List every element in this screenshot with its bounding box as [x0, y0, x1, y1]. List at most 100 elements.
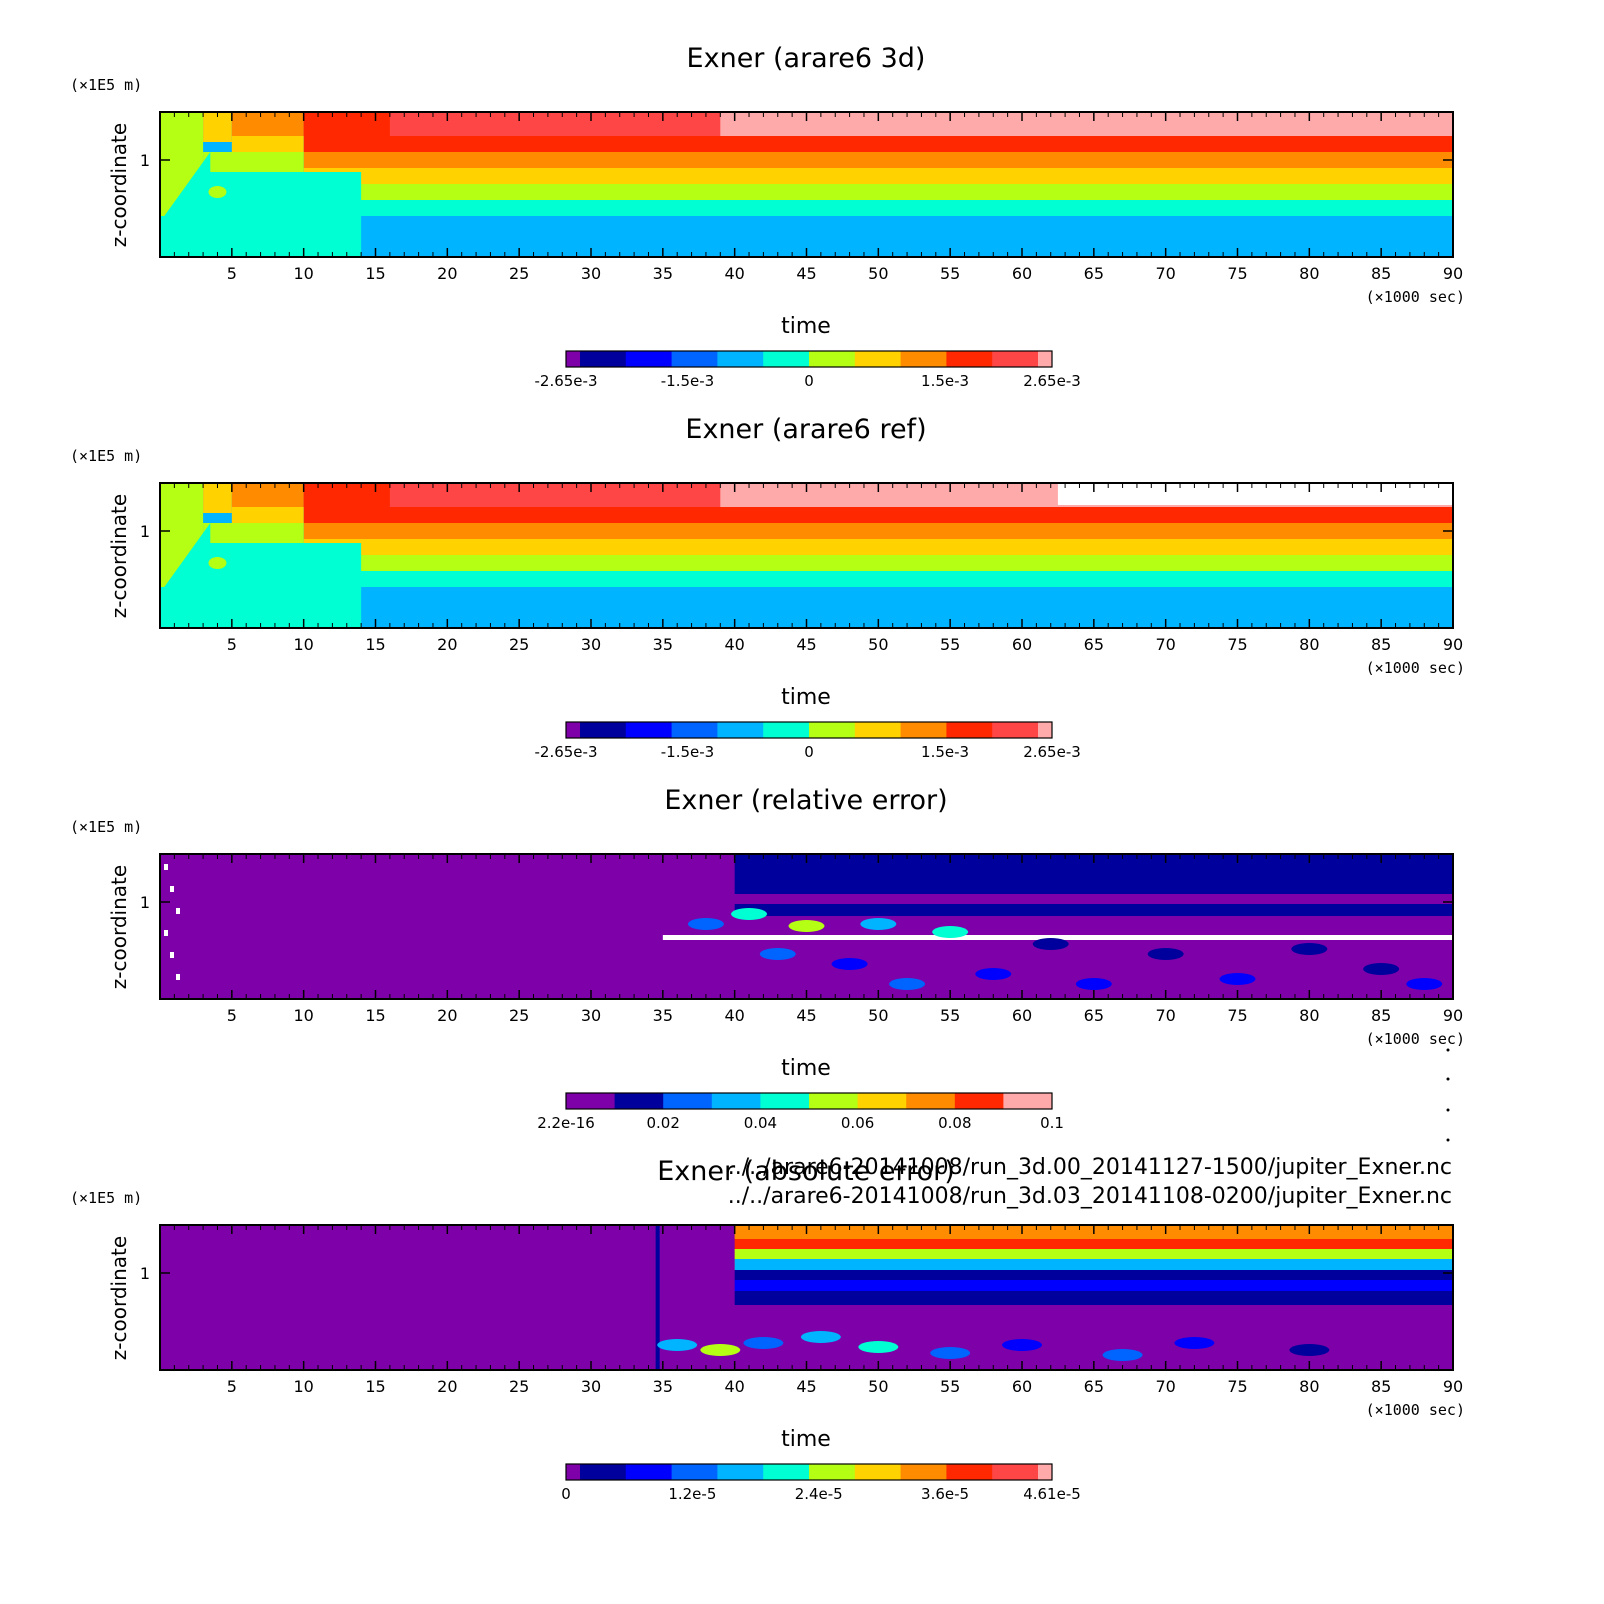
x-tick-label: 40 — [724, 635, 744, 654]
contour-band — [303, 200, 1454, 216]
colorbar-frame — [565, 1092, 1053, 1110]
x-tick-label: 50 — [868, 1006, 888, 1025]
y-axis-label: z-coordinate — [107, 1236, 131, 1360]
x-tick-label: 80 — [1299, 1377, 1319, 1396]
contour-blob — [208, 557, 227, 569]
x-axis-label: time — [781, 314, 831, 339]
x-ticks: 5 10 15 20 25 30 35 40 45 50 55 60 65 70 75 80 85 90 — [173, 483, 1463, 654]
x-tick-label: 55 — [940, 635, 960, 654]
contour-blob — [1406, 978, 1443, 990]
contour-speck — [170, 886, 174, 892]
heatmap-field — [160, 854, 1453, 999]
x-tick-label: 15 — [365, 635, 385, 654]
colorbar-frame — [565, 350, 1053, 368]
contour-band — [231, 483, 304, 507]
stray-dot — [1446, 1077, 1450, 1081]
y-axis-label: z-coordinate — [107, 865, 131, 989]
colorbar-label: 2.65e-3 — [1023, 372, 1081, 390]
x-tick-label: 80 — [1299, 1006, 1319, 1025]
contour-band — [734, 904, 1453, 916]
colorbar-swatch — [854, 351, 902, 367]
heatmap-field — [160, 1225, 1453, 1370]
colorbar: 2.2e-16 0.02 0.04 0.06 0.08 0.1 — [537, 1092, 1064, 1132]
contour-band — [231, 507, 304, 523]
x-tick-label: 5 — [227, 1377, 237, 1396]
x-tick-label: 75 — [1227, 635, 1247, 654]
contour-blob — [687, 918, 724, 930]
contour-blob — [889, 978, 926, 990]
x-tick-label: 80 — [1299, 635, 1319, 654]
x-tick-label: 5 — [227, 1006, 237, 1025]
contour-band — [734, 1280, 1453, 1291]
colorbar-frame — [565, 1463, 1053, 1481]
x-tick-label: 50 — [868, 635, 888, 654]
x-tick-label: 50 — [868, 1377, 888, 1396]
x-tick-label: 20 — [437, 1377, 457, 1396]
x-tick-label: 70 — [1155, 1006, 1175, 1025]
contour-blob — [788, 920, 825, 932]
contour-speck — [164, 930, 168, 936]
x-tick-label: 90 — [1443, 635, 1463, 654]
contour-blob — [1102, 1349, 1143, 1361]
contour-blob — [700, 1344, 741, 1356]
y-axis-label: z-coordinate — [107, 494, 131, 618]
x-tick-label: 5 — [227, 264, 237, 283]
colorbar-swatch — [614, 1093, 664, 1109]
colorbar-label: 1.5e-3 — [921, 372, 969, 390]
colorbar-label: 0 — [561, 1485, 571, 1503]
x-tick-label: 55 — [940, 264, 960, 283]
panel-title: Exner (relative error) — [664, 785, 947, 816]
contour-band — [303, 152, 1454, 168]
x-tick-label: 35 — [653, 1006, 673, 1025]
y-unit-label: (×1E5 m) — [70, 1189, 142, 1207]
x-axis-label: time — [781, 1427, 831, 1452]
colorbar-swatch — [711, 1093, 761, 1109]
x-ticks: 5 10 15 20 25 30 35 40 45 50 55 60 65 70 75 80 85 90 — [173, 1225, 1463, 1396]
contour-band — [303, 555, 1454, 571]
x-tick-label: 70 — [1155, 635, 1175, 654]
colorbar: 0 1.2e-5 2.4e-5 3.6e-5 4.61e-5 — [561, 1463, 1081, 1503]
colorbar-label: 2.2e-16 — [537, 1114, 595, 1132]
panel-title: Exner (absolute error) — [657, 1156, 955, 1187]
contour-band — [720, 112, 1453, 136]
x-tick-label: 40 — [724, 264, 744, 283]
x-tick-label: 75 — [1227, 1006, 1247, 1025]
contour-blob — [208, 186, 227, 198]
colorbar-swatch — [854, 1464, 902, 1480]
contour-line-white — [662, 935, 1453, 940]
colorbar: -2.65e-3 -1.5e-3 0 1.5e-3 2.65e-3 — [535, 350, 1081, 390]
contour-blob — [743, 1337, 784, 1349]
contour-band — [361, 587, 1454, 628]
colorbar-label: -1.5e-3 — [661, 743, 714, 761]
x-unit-label: (×1000 sec) — [1366, 1401, 1465, 1419]
x-axis-label: time — [781, 1056, 831, 1081]
heatmap-field — [160, 112, 1454, 257]
colorbar-swatch — [900, 722, 947, 738]
y-tick-label: 1 — [140, 893, 150, 912]
y-tick-label: 1 — [140, 522, 150, 541]
x-axis-label: time — [781, 685, 831, 710]
colorbar-swatch — [663, 1093, 713, 1109]
colorbar-swatch — [671, 351, 718, 367]
colorbar-swatch — [625, 722, 673, 738]
x-ticks: 5 10 15 20 25 30 35 40 45 50 55 60 65 70 75 80 85 90 — [173, 112, 1463, 283]
colorbar-swatch — [580, 1464, 627, 1480]
colorbar-label: 0.06 — [841, 1114, 874, 1132]
colorbar-label: 0.04 — [744, 1114, 777, 1132]
x-unit-label: (×1000 sec) — [1366, 288, 1465, 306]
x-tick-label: 75 — [1227, 1377, 1247, 1396]
x-tick-label: 60 — [1012, 1377, 1032, 1396]
y-unit-label: (×1E5 m) — [70, 818, 142, 836]
colorbar-swatch — [946, 722, 993, 738]
x-tick-label: 45 — [796, 1006, 816, 1025]
contour-band — [203, 523, 304, 543]
colorbar-swatch — [760, 1093, 810, 1109]
colorbar-label: -2.65e-3 — [535, 372, 598, 390]
colorbar-label: 0 — [804, 372, 814, 390]
x-tick-label: 25 — [509, 1377, 529, 1396]
colorbar-swatch — [763, 1464, 810, 1480]
colorbar-swatch — [1038, 1464, 1053, 1480]
contour-band-white — [1057, 483, 1453, 505]
colorbar-label: 4.61e-5 — [1023, 1485, 1081, 1503]
